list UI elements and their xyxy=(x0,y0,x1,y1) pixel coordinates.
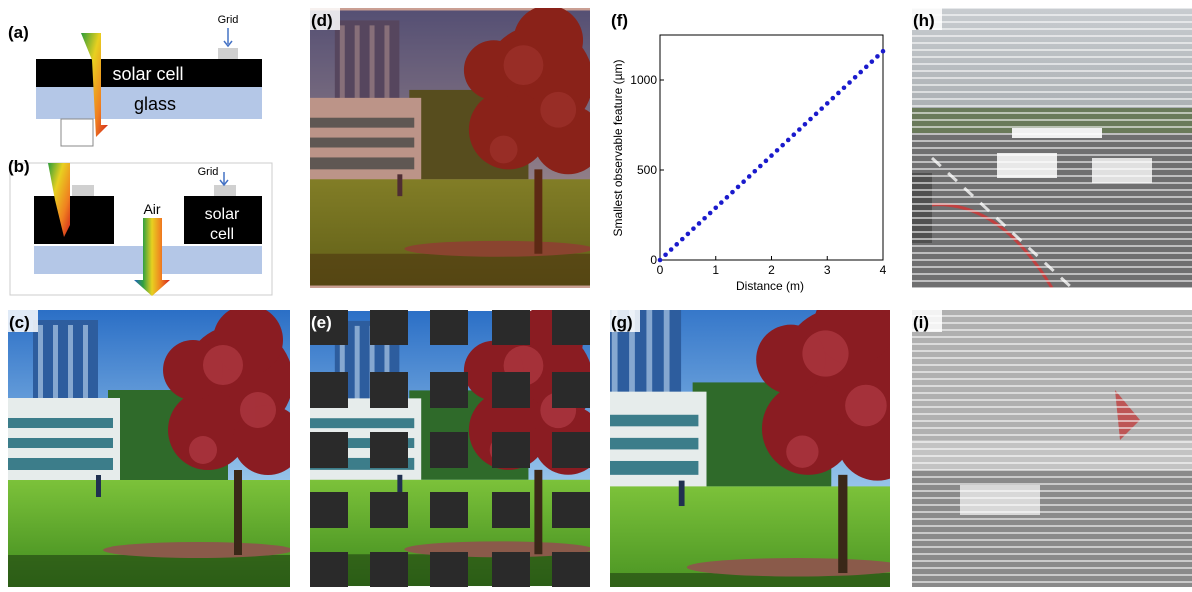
point xyxy=(741,179,746,184)
grid-finger xyxy=(218,48,238,59)
x-tick-label: 4 xyxy=(880,263,887,277)
plot-frame xyxy=(660,35,883,260)
panel-label: (c) xyxy=(9,313,30,332)
point xyxy=(658,258,663,263)
point xyxy=(780,143,785,148)
figure: Grid solar cell glass (a) Grid Air solar… xyxy=(0,0,1192,587)
point xyxy=(713,206,718,211)
glass-label: glass xyxy=(134,94,176,114)
point xyxy=(792,132,797,137)
outline xyxy=(61,119,93,146)
air-label: Air xyxy=(143,201,160,217)
point xyxy=(708,211,713,216)
point xyxy=(842,85,847,90)
point xyxy=(764,159,769,164)
point xyxy=(697,221,702,226)
point xyxy=(747,174,752,179)
point xyxy=(736,185,741,190)
point xyxy=(663,252,668,257)
panel-label: (d) xyxy=(311,11,333,30)
point xyxy=(725,195,730,200)
point xyxy=(769,153,774,158)
point xyxy=(719,200,724,205)
y-tick-label: 1000 xyxy=(630,73,657,87)
point xyxy=(847,80,852,85)
panel-i: (i) xyxy=(912,310,1192,587)
x-tick-label: 3 xyxy=(824,263,831,277)
stripe-overlay xyxy=(912,310,1192,587)
point xyxy=(674,242,679,247)
point xyxy=(786,138,791,143)
grid-label: Grid xyxy=(218,14,239,26)
panel-label: (e) xyxy=(311,313,332,332)
panel-g: (g) xyxy=(577,284,918,587)
cell-left xyxy=(34,196,114,244)
point xyxy=(881,49,886,54)
point xyxy=(702,216,707,221)
panel-label: (a) xyxy=(8,23,29,42)
point xyxy=(775,148,780,153)
point xyxy=(730,190,735,195)
point xyxy=(686,232,691,237)
point xyxy=(853,75,858,80)
panel-d: (d) xyxy=(310,6,603,288)
point xyxy=(819,106,824,111)
photo xyxy=(8,305,303,587)
point xyxy=(758,164,763,169)
panel-label: (f) xyxy=(611,11,628,30)
point xyxy=(803,122,808,127)
point xyxy=(831,96,836,101)
x-tick-label: 0 xyxy=(657,263,664,277)
point xyxy=(669,247,674,252)
red-overlay xyxy=(310,8,590,288)
point xyxy=(752,169,757,174)
panel-c: (c) xyxy=(8,305,303,587)
point xyxy=(864,65,869,70)
panel-b: Grid Air solar cell (b) xyxy=(8,157,272,296)
point xyxy=(680,237,685,242)
stripe-overlay xyxy=(912,8,1192,288)
point xyxy=(797,127,802,132)
panel-label: (i) xyxy=(913,313,929,332)
point xyxy=(691,226,696,231)
panel-h: (h) xyxy=(912,8,1192,288)
grid-label: Grid xyxy=(198,166,219,178)
point xyxy=(870,59,875,64)
y-axis-title: Smallest observable feature (µm) xyxy=(611,60,625,237)
panel-a: Grid solar cell glass (a) xyxy=(8,14,262,146)
cell-label: cell xyxy=(210,226,234,243)
point xyxy=(836,91,841,96)
panel-label: (g) xyxy=(611,313,633,332)
panel-e: (e) xyxy=(310,306,603,587)
point xyxy=(814,112,819,117)
point xyxy=(858,70,863,75)
x-tick-label: 1 xyxy=(712,263,719,277)
point xyxy=(808,117,813,122)
panel-f: Distance (m) Smallest observable feature… xyxy=(611,11,887,293)
y-tick-label: 500 xyxy=(637,163,657,177)
panel-label: (b) xyxy=(8,157,30,176)
x-axis-title: Distance (m) xyxy=(736,279,804,293)
point xyxy=(825,101,830,106)
panel-label: (h) xyxy=(913,11,935,30)
x-tick-label: 2 xyxy=(768,263,775,277)
cell-label: solar xyxy=(205,206,240,223)
cell-label: solar cell xyxy=(112,64,183,84)
point xyxy=(875,54,880,59)
